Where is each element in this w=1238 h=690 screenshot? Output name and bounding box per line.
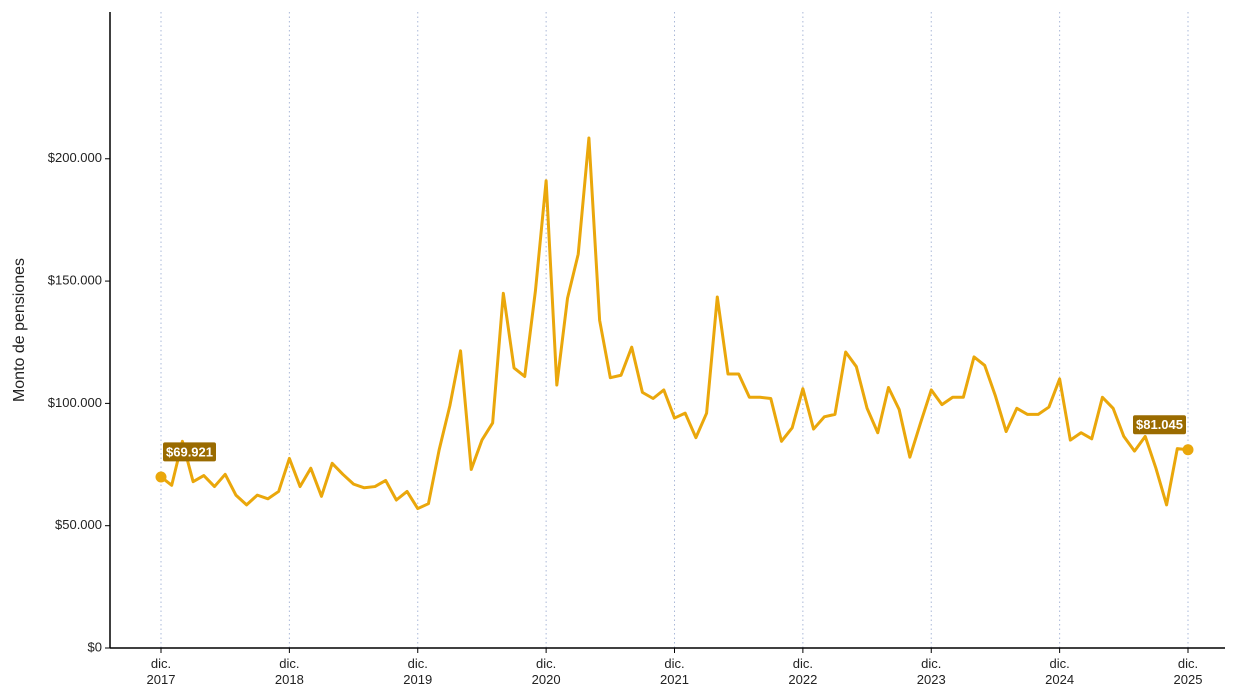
- x-tick-label: dic. 2018: [274, 656, 304, 687]
- x-tick-label: dic. 2025: [1173, 656, 1203, 687]
- value-label: $69.921: [163, 442, 216, 462]
- x-tick-label: dic. 2021: [660, 656, 689, 687]
- y-tick-label: $200.000: [48, 150, 102, 165]
- value-label-text: $69.921: [166, 444, 213, 459]
- end-point: [1182, 444, 1194, 456]
- x-tick-label: dic. 2017: [146, 656, 176, 687]
- x-tick-label: dic. 2024: [1045, 656, 1075, 687]
- y-tick-label: $50.000: [55, 517, 102, 532]
- value-label-box: [1133, 415, 1186, 435]
- x-tick-label: dic. 2019: [403, 656, 433, 687]
- x-tick-label: dic. 2020: [531, 656, 561, 687]
- line: [160, 136, 1189, 511]
- x-tick-label: dic. 2022: [788, 656, 818, 687]
- value-label-box: [163, 442, 216, 462]
- y-tick-label: $100.000: [48, 395, 102, 410]
- x-tick-label: dic. 2023: [916, 656, 946, 687]
- value-label: $81.045: [1133, 415, 1186, 435]
- y-tick-label: $150.000: [48, 273, 102, 288]
- end-point: [155, 471, 167, 483]
- value-label-text: $81.045: [1136, 417, 1183, 432]
- y-tick-label: $0: [88, 639, 102, 654]
- y-axis-title: Monto de pensiones: [11, 258, 28, 402]
